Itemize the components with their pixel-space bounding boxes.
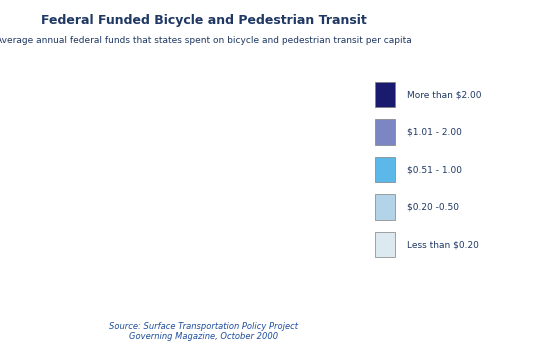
Text: Less than $0.20: Less than $0.20 — [407, 240, 479, 249]
FancyBboxPatch shape — [375, 119, 394, 145]
Text: Federal Funded Bicycle and Pedestrian Transit: Federal Funded Bicycle and Pedestrian Tr… — [41, 14, 367, 27]
Text: $1.01 - 2.00: $1.01 - 2.00 — [407, 127, 461, 136]
FancyBboxPatch shape — [375, 82, 394, 107]
Text: $0.51 - 1.00: $0.51 - 1.00 — [407, 165, 461, 174]
Text: $0.20 -0.50: $0.20 -0.50 — [407, 202, 459, 211]
FancyBboxPatch shape — [375, 232, 394, 257]
Text: More than $2.00: More than $2.00 — [407, 90, 481, 99]
Text: Average annual federal funds that states spent on bicycle and pedestrian transit: Average annual federal funds that states… — [0, 36, 412, 45]
FancyBboxPatch shape — [375, 194, 394, 220]
FancyBboxPatch shape — [375, 157, 394, 182]
Text: Source: Surface Transportation Policy Project
Governing Magazine, October 2000: Source: Surface Transportation Policy Pr… — [109, 322, 298, 341]
